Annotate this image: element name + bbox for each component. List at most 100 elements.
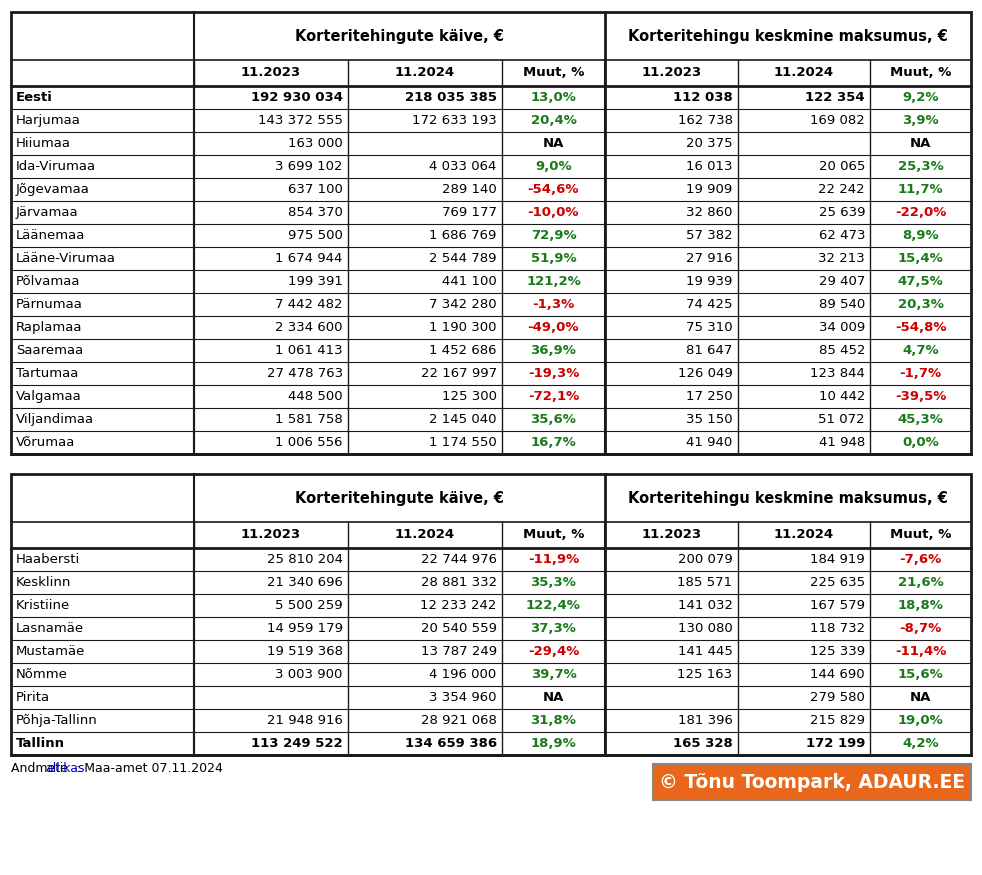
Text: 3 699 102: 3 699 102 (275, 160, 343, 173)
Text: 167 579: 167 579 (810, 599, 865, 612)
Text: 75 310: 75 310 (686, 321, 733, 334)
Text: 19 939: 19 939 (686, 275, 733, 288)
Text: Hiiumaa: Hiiumaa (16, 137, 71, 150)
Text: -39,5%: -39,5% (895, 390, 947, 403)
Text: Läänemaa: Läänemaa (16, 229, 85, 242)
Text: 975 500: 975 500 (288, 229, 343, 242)
Text: 74 425: 74 425 (686, 298, 733, 311)
Text: 122,4%: 122,4% (526, 599, 581, 612)
Text: 45,3%: 45,3% (898, 413, 944, 426)
Text: 15,4%: 15,4% (898, 252, 944, 265)
Text: Lääne-Virumaa: Lääne-Virumaa (16, 252, 116, 265)
Text: 57 382: 57 382 (686, 229, 733, 242)
Text: 289 140: 289 140 (442, 183, 497, 196)
Text: 215 829: 215 829 (810, 714, 865, 727)
Text: 9,2%: 9,2% (902, 91, 939, 104)
Text: 27 916: 27 916 (686, 252, 733, 265)
Bar (653, 764, 971, 800)
Text: Harjumaa: Harjumaa (16, 114, 81, 127)
Text: Jõgevamaa: Jõgevamaa (16, 183, 90, 196)
Text: 2 145 040: 2 145 040 (429, 413, 497, 426)
Text: 5 500 259: 5 500 259 (275, 599, 343, 612)
Text: 2 544 789: 2 544 789 (429, 252, 497, 265)
Text: 184 919: 184 919 (810, 553, 865, 566)
Text: 118 732: 118 732 (810, 622, 865, 635)
Text: 8,9%: 8,9% (902, 229, 939, 242)
Text: 16,7%: 16,7% (530, 436, 576, 449)
Text: 19 519 368: 19 519 368 (267, 645, 343, 658)
Text: 39,7%: 39,7% (530, 668, 576, 681)
Text: Tartumaa: Tartumaa (16, 367, 79, 380)
Text: 854 370: 854 370 (288, 206, 343, 219)
Text: Muut, %: Muut, % (890, 528, 952, 542)
Text: 25 810 204: 25 810 204 (267, 553, 343, 566)
Text: 89 540: 89 540 (819, 298, 865, 311)
Text: Muut, %: Muut, % (522, 528, 584, 542)
Text: 1 174 550: 1 174 550 (429, 436, 497, 449)
Text: -1,7%: -1,7% (900, 367, 942, 380)
Bar (11, 12, 971, 454)
Text: 32 860: 32 860 (686, 206, 733, 219)
Text: Valgamaa: Valgamaa (16, 390, 82, 403)
Text: 13 787 249: 13 787 249 (420, 645, 497, 658)
Text: Põhja-Tallinn: Põhja-Tallinn (16, 714, 98, 727)
Text: 34 009: 34 009 (819, 321, 865, 334)
Text: Pärnumaa: Pärnumaa (16, 298, 82, 311)
Text: 25 639: 25 639 (819, 206, 865, 219)
Text: 3 003 900: 3 003 900 (275, 668, 343, 681)
Text: 11.2024: 11.2024 (774, 66, 834, 80)
Text: 279 580: 279 580 (810, 691, 865, 704)
Text: 130 080: 130 080 (678, 622, 733, 635)
Text: 51,9%: 51,9% (530, 252, 576, 265)
Text: -54,8%: -54,8% (895, 321, 947, 334)
Text: NA: NA (543, 137, 564, 150)
Text: 143 372 555: 143 372 555 (258, 114, 343, 127)
Text: 37,3%: 37,3% (530, 622, 576, 635)
Text: -22,0%: -22,0% (895, 206, 947, 219)
Text: 22 744 976: 22 744 976 (420, 553, 497, 566)
Text: 18,8%: 18,8% (898, 599, 944, 612)
Text: 4 033 064: 4 033 064 (429, 160, 497, 173)
Text: 20 540 559: 20 540 559 (420, 622, 497, 635)
Text: -29,4%: -29,4% (527, 645, 579, 658)
Text: 225 635: 225 635 (810, 576, 865, 589)
Text: 11.2023: 11.2023 (241, 66, 300, 80)
Text: 27 478 763: 27 478 763 (267, 367, 343, 380)
Text: 15,6%: 15,6% (898, 668, 944, 681)
Text: 11.2023: 11.2023 (641, 528, 701, 542)
Text: © Tõnu Toompark, ADAUR.EE: © Tõnu Toompark, ADAUR.EE (659, 773, 965, 792)
Text: 72,9%: 72,9% (530, 229, 576, 242)
Text: NA: NA (910, 137, 931, 150)
Text: Andmete: Andmete (11, 762, 72, 775)
Text: 36,9%: 36,9% (530, 344, 576, 357)
Text: Kesklinn: Kesklinn (16, 576, 72, 589)
Text: 0,0%: 0,0% (902, 436, 939, 449)
Text: 32 213: 32 213 (818, 252, 865, 265)
Text: 7 342 280: 7 342 280 (429, 298, 497, 311)
Text: Korteritehingu keskmine maksumus, €: Korteritehingu keskmine maksumus, € (628, 29, 948, 44)
Text: Raplamaa: Raplamaa (16, 321, 82, 334)
Text: -8,7%: -8,7% (900, 622, 942, 635)
Text: 1 190 300: 1 190 300 (429, 321, 497, 334)
Text: 123 844: 123 844 (810, 367, 865, 380)
Text: 637 100: 637 100 (288, 183, 343, 196)
Text: 169 082: 169 082 (810, 114, 865, 127)
Text: 165 328: 165 328 (673, 737, 733, 750)
Text: -11,4%: -11,4% (895, 645, 947, 658)
Text: 199 391: 199 391 (288, 275, 343, 288)
Text: 448 500: 448 500 (288, 390, 343, 403)
Text: 18,9%: 18,9% (530, 737, 576, 750)
Text: -10,0%: -10,0% (527, 206, 579, 219)
Text: 35,3%: 35,3% (530, 576, 576, 589)
Text: 769 177: 769 177 (442, 206, 497, 219)
Text: -19,3%: -19,3% (527, 367, 579, 380)
Text: Saaremaa: Saaremaa (16, 344, 83, 357)
Text: 125 300: 125 300 (442, 390, 497, 403)
Text: 35,6%: 35,6% (530, 413, 576, 426)
Text: Haabersti: Haabersti (16, 553, 81, 566)
Text: 14 959 179: 14 959 179 (267, 622, 343, 635)
Text: Ida-Virumaa: Ida-Virumaa (16, 160, 96, 173)
Text: 28 921 068: 28 921 068 (421, 714, 497, 727)
Text: 192 930 034: 192 930 034 (250, 91, 343, 104)
Text: Korteritehingute käive, €: Korteritehingute käive, € (295, 29, 504, 44)
